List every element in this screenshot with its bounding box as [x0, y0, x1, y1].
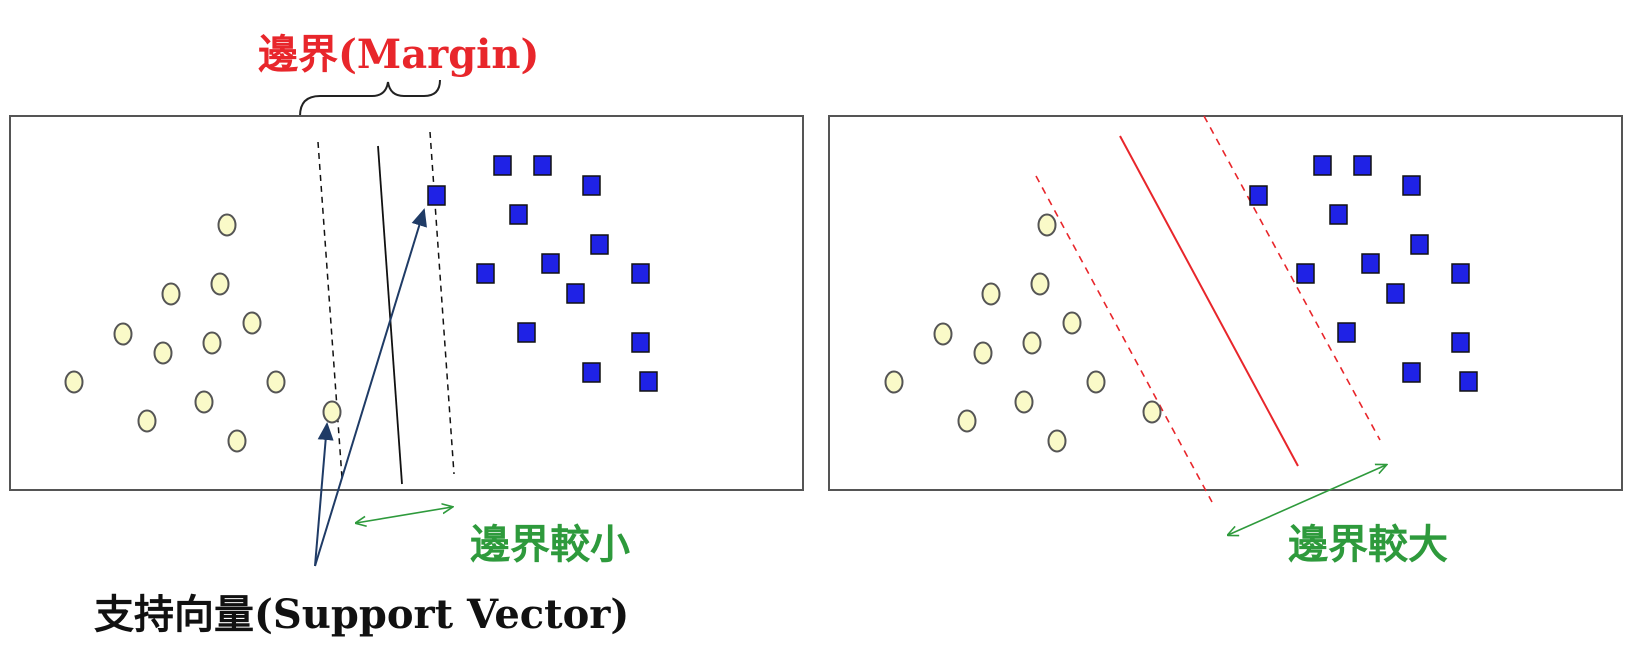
circle-point	[1022, 331, 1042, 355]
square-point	[582, 362, 601, 383]
circle-point	[933, 322, 953, 346]
circle-point	[1062, 311, 1082, 335]
square-point	[631, 263, 650, 284]
square-support-vector	[427, 185, 446, 206]
circle-point	[217, 213, 237, 237]
circle-point	[957, 409, 977, 433]
square-point	[541, 253, 560, 274]
circle-point	[113, 322, 133, 346]
square-point	[509, 204, 528, 225]
square-point	[1459, 371, 1478, 392]
square-point	[1361, 253, 1380, 274]
square-point	[517, 322, 536, 343]
margin-line-left	[1035, 175, 1213, 503]
square-point	[639, 371, 658, 392]
support-vector-arrow-circle	[314, 422, 334, 567]
square-point	[590, 234, 609, 255]
circle-point	[973, 341, 993, 365]
support-vector-arrow-square	[314, 208, 427, 567]
larger-margin-label: 邊界較大	[1288, 522, 1448, 568]
circle-point	[227, 429, 247, 453]
square-point	[566, 283, 585, 304]
circle-point	[137, 409, 157, 433]
circle-point	[884, 370, 904, 394]
circle-point	[1142, 400, 1162, 424]
margin-line-left	[317, 141, 343, 479]
circle-point	[64, 370, 84, 394]
smaller-margin-label: 邊界較小	[470, 522, 630, 568]
circle-point	[153, 341, 173, 365]
circle-point	[1047, 429, 1067, 453]
square-point	[1249, 185, 1268, 206]
circle-point	[1030, 272, 1050, 296]
margin-title: 邊界(Margin)	[258, 31, 539, 78]
square-point	[1410, 234, 1429, 255]
circle-point	[981, 282, 1001, 306]
square-point	[1402, 362, 1421, 383]
square-point	[1313, 155, 1332, 176]
circle-support-vector	[322, 400, 342, 424]
decision-boundary	[377, 145, 403, 485]
circle-point	[1014, 390, 1034, 414]
square-point	[1402, 175, 1421, 196]
panel-frame	[9, 115, 804, 491]
square-point	[1337, 322, 1356, 343]
square-class-points	[1249, 155, 1478, 392]
square-point	[1353, 155, 1372, 176]
circle-point	[242, 311, 262, 335]
square-point	[493, 155, 512, 176]
circle-point	[161, 282, 181, 306]
circle-point	[194, 390, 214, 414]
margin-brace	[299, 79, 441, 117]
square-point	[1386, 283, 1405, 304]
square-point	[582, 175, 601, 196]
square-point	[1451, 332, 1470, 353]
circle-class-points	[884, 213, 1162, 453]
square-point	[476, 263, 495, 284]
support-vector-label: 支持向量(Support Vector)	[94, 591, 629, 638]
circle-point	[202, 331, 222, 355]
circle-point	[266, 370, 286, 394]
square-point	[533, 155, 552, 176]
square-point	[1296, 263, 1315, 284]
panel-frame	[828, 115, 1623, 491]
circle-point	[1086, 370, 1106, 394]
circle-class-points	[64, 213, 342, 453]
square-point	[1451, 263, 1470, 284]
panel-small-margin	[9, 115, 804, 491]
circle-point	[210, 272, 230, 296]
decision-boundary	[1119, 135, 1299, 467]
large-margin-arrow	[1228, 465, 1386, 535]
panel-large-margin	[828, 115, 1623, 503]
circle-point	[1037, 213, 1057, 237]
square-class-points	[427, 155, 658, 392]
square-point	[631, 332, 650, 353]
margin-line-right	[1203, 115, 1381, 441]
square-point	[1329, 204, 1348, 225]
small-margin-arrow	[356, 507, 452, 523]
